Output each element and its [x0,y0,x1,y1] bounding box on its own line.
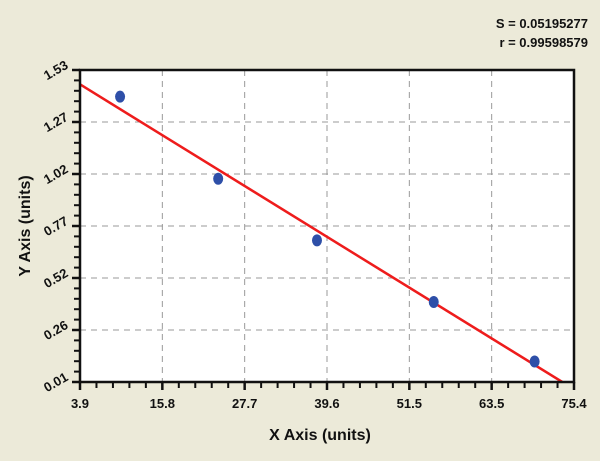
s-value: S = 0.05195277 [495,16,588,31]
plot-frame [78,68,576,384]
grid-lines [80,70,574,382]
svg-text:75.4: 75.4 [561,396,587,411]
svg-text:27.7: 27.7 [232,396,257,411]
y-axis-label: Y Axis (units) [17,175,34,277]
fit-statistics: S = 0.05195277 r = 0.99598579 [496,14,588,52]
data-point [115,90,126,103]
svg-text:1.02: 1.02 [41,161,70,187]
svg-text:39.6: 39.6 [314,396,339,411]
svg-text:1.27: 1.27 [41,109,70,135]
data-point [213,172,224,185]
svg-text:0.77: 0.77 [41,213,70,239]
svg-text:63.5: 63.5 [479,396,504,411]
svg-text:0.01: 0.01 [41,369,70,395]
svg-text:1.53: 1.53 [41,57,70,83]
svg-text:3.9: 3.9 [71,396,89,411]
fit-line [79,83,563,384]
data-point [311,234,322,247]
svg-text:15.8: 15.8 [150,396,175,411]
svg-text:0.52: 0.52 [41,265,70,291]
svg-text:51.5: 51.5 [397,396,422,411]
data-points [115,90,540,368]
r-value: r = 0.99598579 [499,35,588,50]
svg-text:0.26: 0.26 [41,317,70,343]
data-point [529,355,540,368]
x-axis-label: X Axis (units) [269,427,371,444]
data-point [428,295,439,308]
